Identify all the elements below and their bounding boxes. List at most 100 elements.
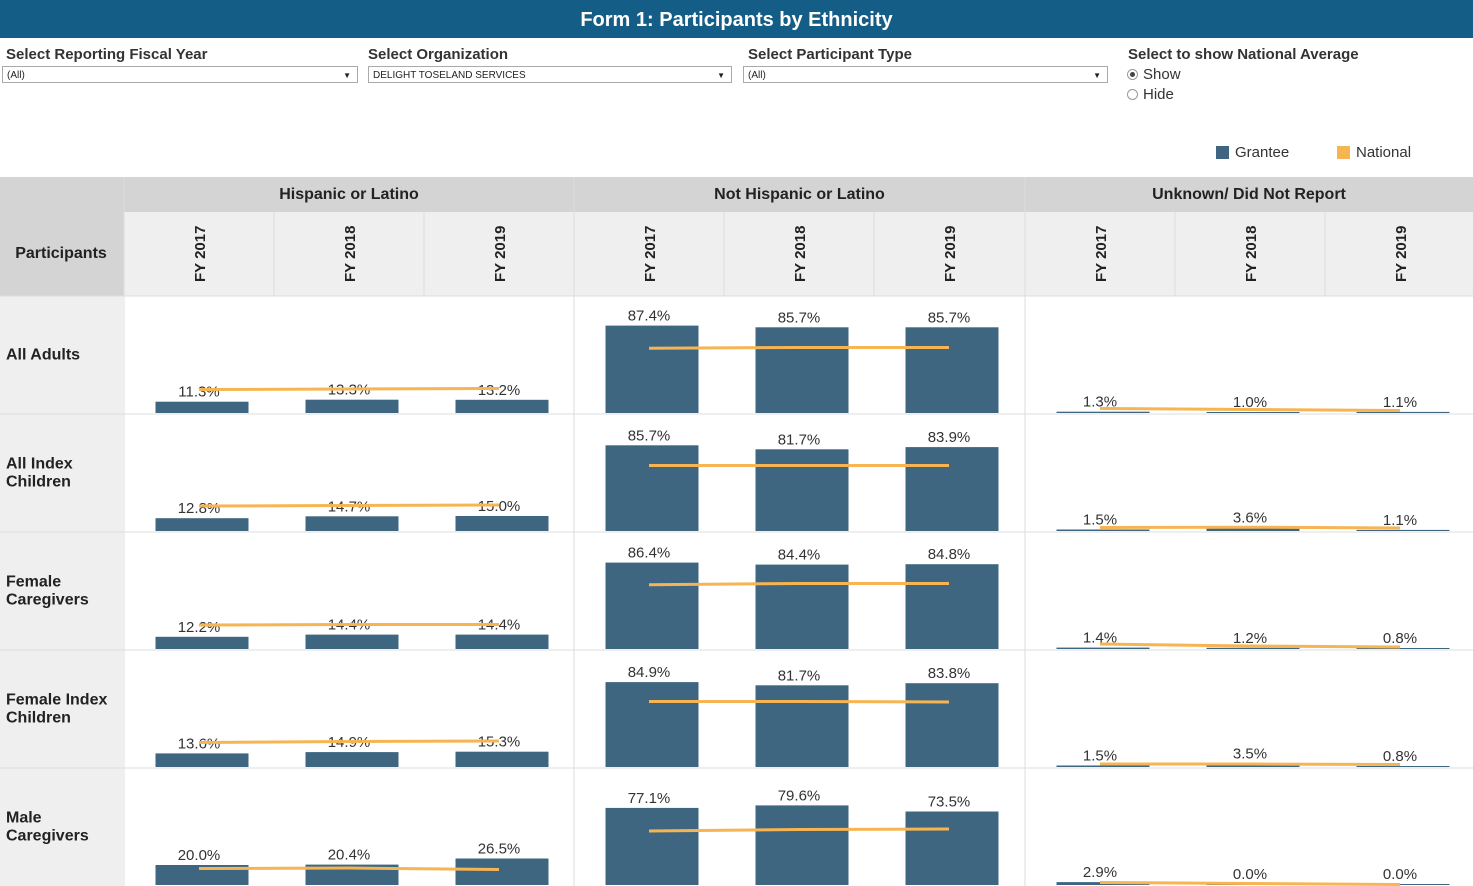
data-label: 13.6% <box>178 735 221 752</box>
national-line <box>648 582 949 587</box>
national-line <box>198 739 500 744</box>
grantee-bar <box>1356 766 1450 767</box>
row-label: Female Index Children <box>6 692 107 727</box>
data-label: 11.3% <box>178 384 219 401</box>
group-header: Not Hispanic or Latino <box>714 186 885 203</box>
grantee-bar <box>455 858 549 885</box>
data-label: 87.4% <box>628 308 671 325</box>
grantee-bar <box>155 518 249 531</box>
grantee-bar <box>155 753 249 767</box>
data-label: 1.4% <box>1083 630 1117 647</box>
national-line <box>1099 407 1401 412</box>
year-header-bg <box>124 212 1473 296</box>
grantee-bar <box>905 564 999 649</box>
data-label: 26.5% <box>478 841 521 858</box>
fiscal-year-select-value: (All) <box>7 70 25 81</box>
chevron-down-icon: ▼ <box>1093 71 1101 80</box>
data-label: 1.1% <box>1383 394 1417 411</box>
data-label: 1.5% <box>1083 512 1117 529</box>
grantee-bar <box>1356 411 1450 413</box>
organization-select[interactable]: DELIGHT TOSELAND SERVICES ▼ <box>368 66 732 83</box>
national-line <box>1099 525 1401 530</box>
legend-national-label: National <box>1356 144 1412 161</box>
grantee-bar <box>1356 529 1450 531</box>
row-label-bg <box>0 768 124 886</box>
grantee-bar <box>605 325 699 413</box>
year-header: FY 2019 <box>1393 226 1410 282</box>
data-label: 83.8% <box>928 665 971 682</box>
national-line <box>1099 642 1401 649</box>
year-header: FY 2018 <box>792 226 809 282</box>
national-line <box>648 346 949 350</box>
data-label: 77.1% <box>628 790 671 807</box>
fiscal-year-select[interactable]: (All) ▼ <box>2 66 358 83</box>
participant-type-select[interactable]: (All) ▼ <box>743 66 1108 83</box>
grantee-bar <box>305 516 399 531</box>
grantee-bar <box>755 564 849 649</box>
chevron-down-icon: ▼ <box>717 71 725 80</box>
data-label: 79.6% <box>778 787 821 804</box>
grantee-bar <box>455 516 549 531</box>
data-label: 3.6% <box>1233 509 1267 526</box>
grantee-bar <box>755 685 849 767</box>
year-header: FY 2019 <box>492 226 509 282</box>
national-swatch-icon <box>1337 146 1350 159</box>
grantee-bar <box>605 445 699 531</box>
grantee-bar <box>455 399 549 413</box>
radio-selected-icon <box>1127 69 1138 80</box>
grantee-bar <box>155 865 249 885</box>
year-header: FY 2017 <box>1093 226 1110 282</box>
data-label: 1.1% <box>1383 512 1417 529</box>
data-label: 73.5% <box>928 794 971 811</box>
data-label: 84.8% <box>928 546 971 563</box>
row-label-bg <box>0 532 124 650</box>
participant-type-filter-label: Select Participant Type <box>748 46 912 63</box>
data-label: 0.8% <box>1383 748 1417 765</box>
grantee-bar <box>1356 648 1450 649</box>
grantee-bar <box>755 327 849 413</box>
data-label: 13.2% <box>478 382 521 399</box>
grantee-bar <box>1056 411 1150 413</box>
grantee-bar <box>1056 647 1150 649</box>
data-label: 81.7% <box>778 431 821 448</box>
data-label: 85.7% <box>778 309 821 326</box>
national-line <box>1100 762 1401 766</box>
grantee-bar <box>155 401 249 413</box>
national-line <box>649 700 950 704</box>
group-header: Unknown/ Did Not Report <box>1152 186 1346 203</box>
national-line <box>648 827 950 833</box>
row-label: Female Caregivers <box>6 574 89 609</box>
row-label-bg <box>0 650 124 768</box>
grantee-bar <box>1206 412 1300 413</box>
grantee-bar <box>455 634 549 649</box>
group-header: Hispanic or Latino <box>279 186 419 203</box>
grantee-bar <box>905 811 999 885</box>
radio-show-label: Show <box>1143 66 1181 83</box>
grantee-bar <box>605 562 699 649</box>
grantee-swatch-icon <box>1216 146 1229 159</box>
radio-show[interactable]: Show <box>1127 66 1181 83</box>
legend-grantee-label: Grantee <box>1235 144 1290 161</box>
participant-type-select-value: (All) <box>748 70 766 81</box>
data-label: 12.2% <box>178 619 221 636</box>
data-label: 0.8% <box>1383 630 1417 647</box>
grantee-bar <box>305 399 399 413</box>
year-header: FY 2018 <box>1243 226 1260 282</box>
row-label: All Index Children <box>6 456 73 491</box>
data-label: 84.4% <box>778 547 821 564</box>
legend-grantee[interactable]: Grantee <box>1216 144 1289 161</box>
grantee-bar <box>1356 884 1450 885</box>
radio-unselected-icon <box>1127 89 1138 100</box>
data-label: 83.9% <box>928 429 971 446</box>
data-label: 0.0% <box>1233 866 1267 883</box>
national-line <box>198 866 500 871</box>
radio-hide[interactable]: Hide <box>1127 86 1174 103</box>
fiscal-year-filter-label: Select Reporting Fiscal Year <box>6 46 208 63</box>
row-header-bg <box>0 177 124 296</box>
national-average-filter-label: Select to show National Average <box>1128 46 1359 63</box>
row-header-label: Participants <box>15 245 107 262</box>
legend-national[interactable]: National <box>1337 144 1411 161</box>
data-label: 20.4% <box>328 847 371 864</box>
data-label: 0.0% <box>1383 866 1417 883</box>
data-label: 20.0% <box>178 847 221 864</box>
